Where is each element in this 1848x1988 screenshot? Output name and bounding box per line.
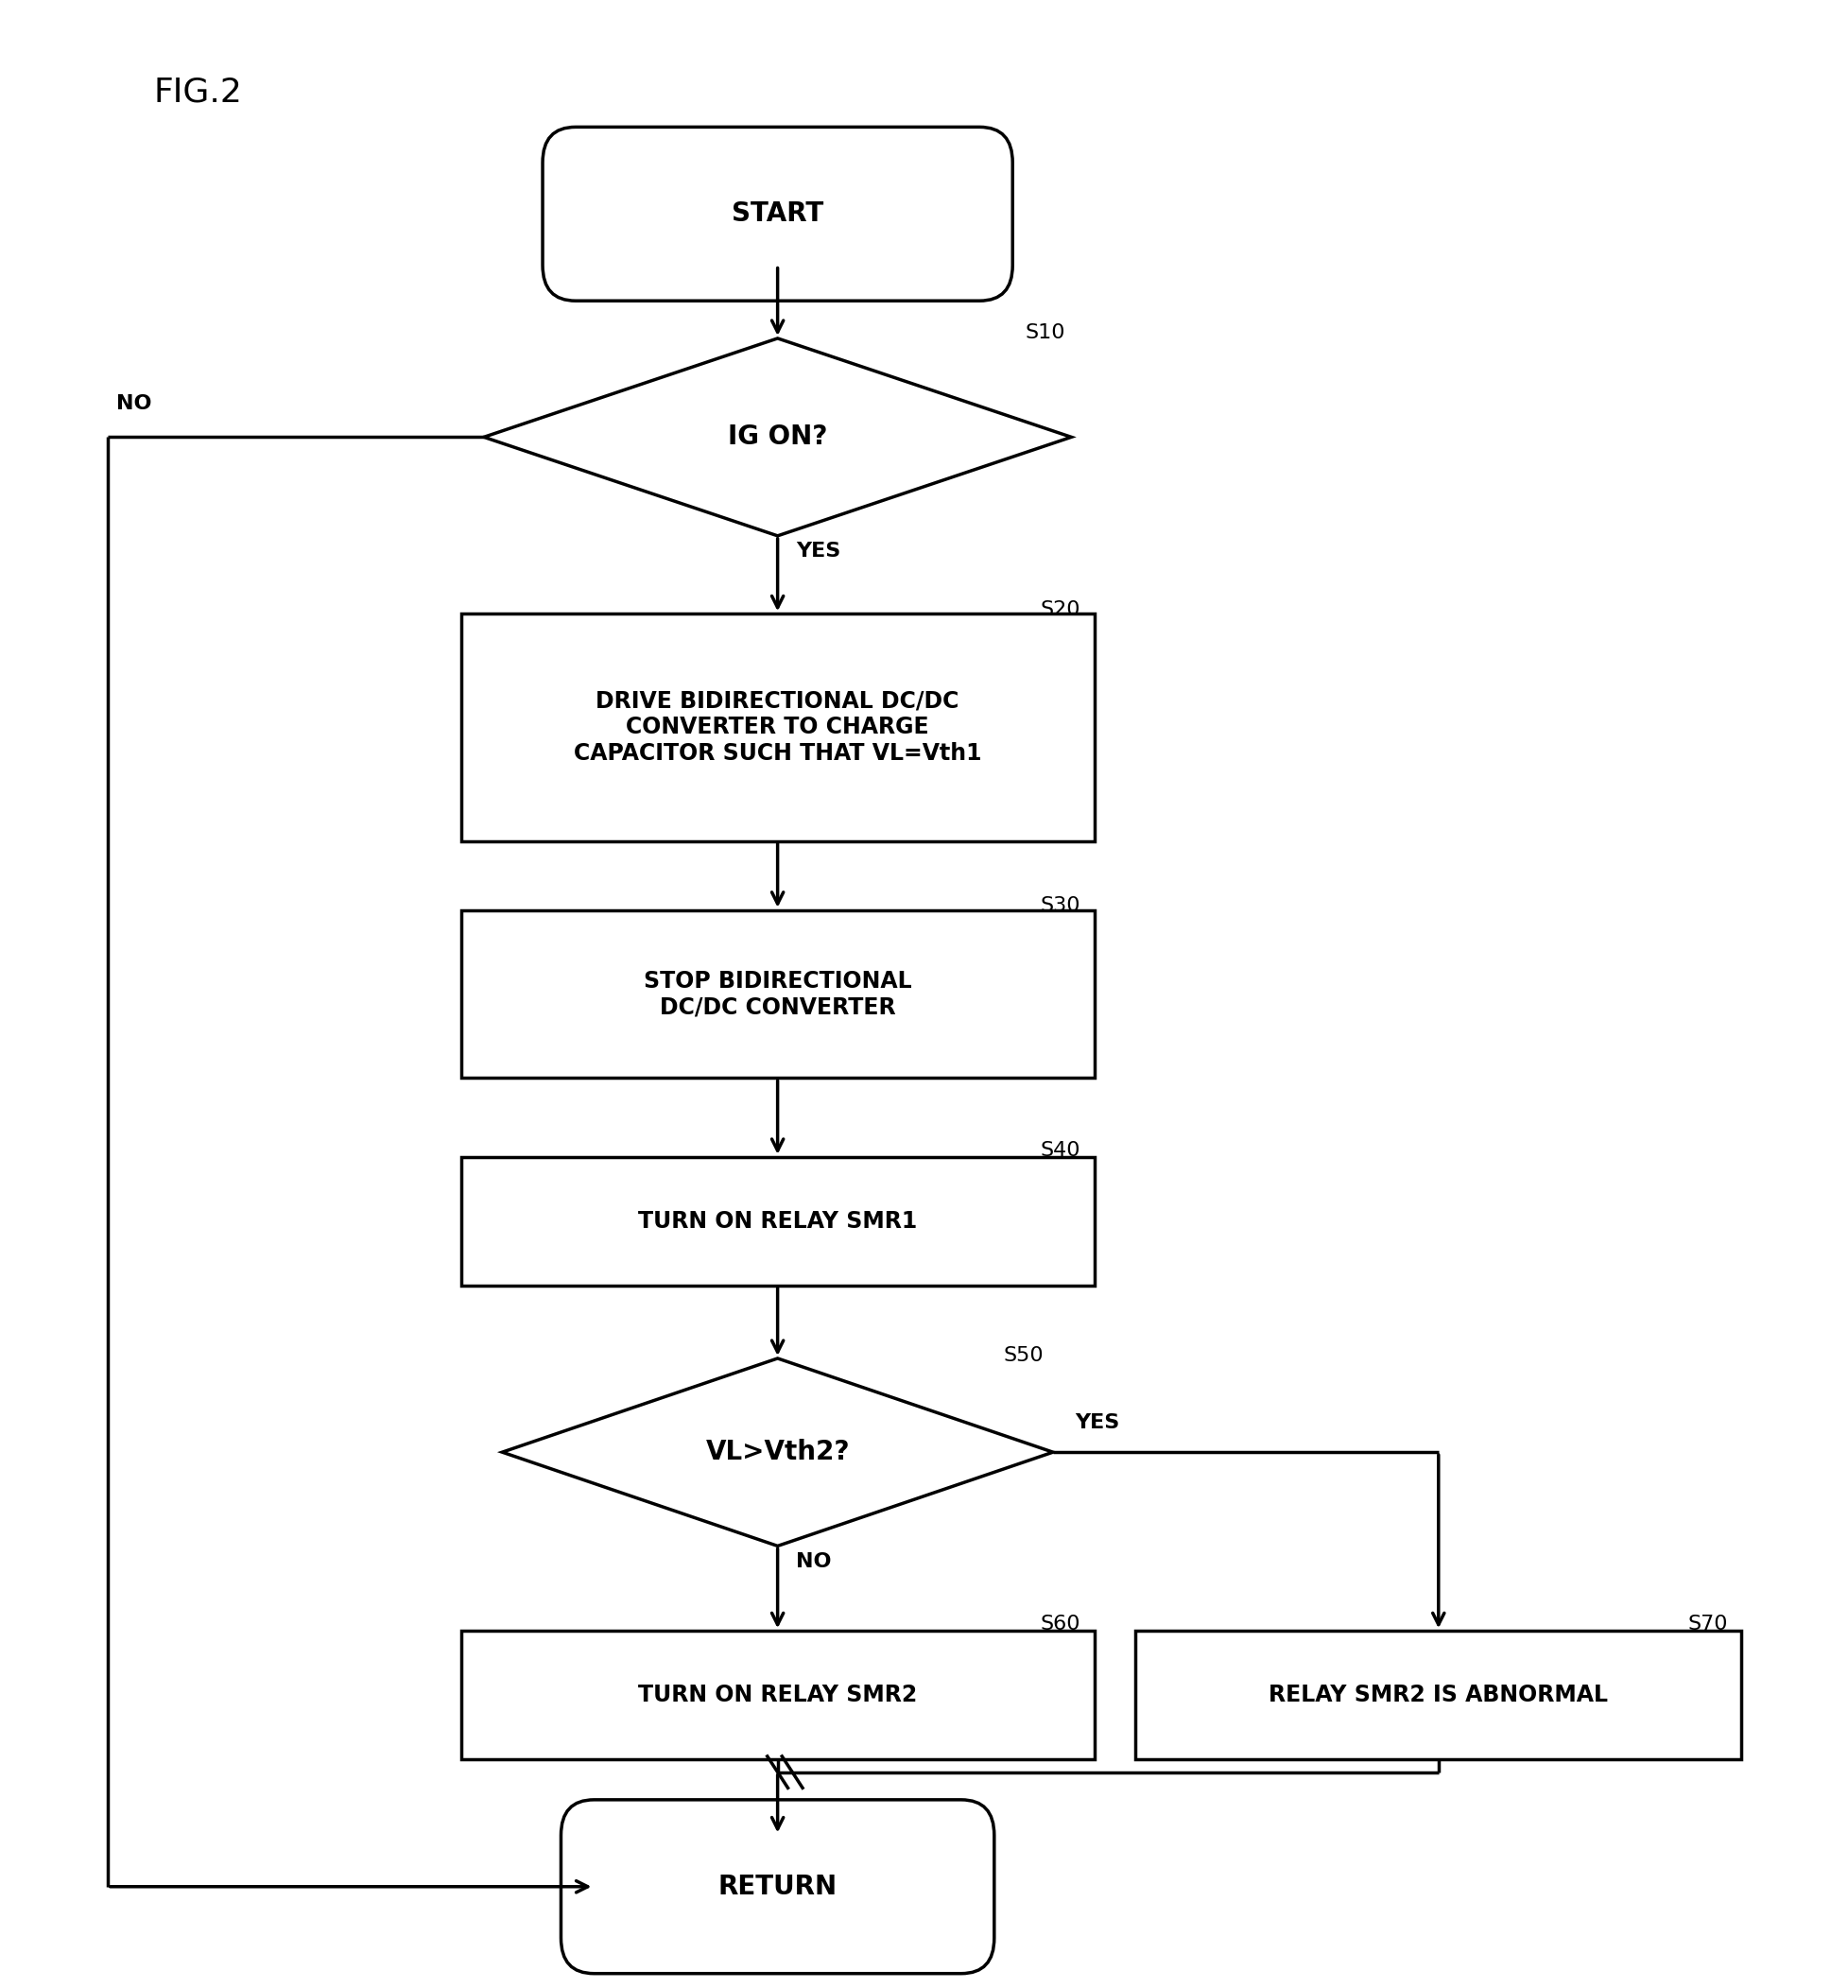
Text: START: START (732, 201, 822, 227)
Text: RELAY SMR2 IS ABNORMAL: RELAY SMR2 IS ABNORMAL (1268, 1684, 1608, 1706)
Text: S70: S70 (1687, 1614, 1728, 1634)
FancyBboxPatch shape (560, 1799, 994, 1974)
Bar (1135, 1630, 1741, 1759)
Text: NO: NO (795, 1553, 832, 1571)
Bar (460, 911, 1094, 1077)
Text: YES: YES (1074, 1413, 1120, 1433)
Text: S40: S40 (1040, 1141, 1079, 1159)
Text: S60: S60 (1040, 1614, 1079, 1634)
Text: RETURN: RETURN (717, 1873, 837, 1901)
Text: S10: S10 (1026, 324, 1064, 342)
Text: STOP BIDIRECTIONAL
DC/DC CONVERTER: STOP BIDIRECTIONAL DC/DC CONVERTER (643, 970, 911, 1018)
Text: TURN ON RELAY SMR1: TURN ON RELAY SMR1 (638, 1211, 917, 1233)
Bar (460, 1157, 1094, 1286)
Polygon shape (503, 1358, 1053, 1547)
Text: DRIVE BIDIRECTIONAL DC/DC
CONVERTER TO CHARGE
CAPACITOR SUCH THAT VL=Vth1: DRIVE BIDIRECTIONAL DC/DC CONVERTER TO C… (573, 690, 981, 765)
Bar (460, 614, 1094, 841)
Polygon shape (484, 338, 1070, 537)
Text: S50: S50 (1003, 1346, 1042, 1366)
Text: YES: YES (795, 543, 841, 561)
Text: NO: NO (116, 394, 152, 414)
Text: S20: S20 (1040, 600, 1079, 618)
Text: TURN ON RELAY SMR2: TURN ON RELAY SMR2 (638, 1684, 917, 1706)
Text: IG ON?: IG ON? (728, 423, 828, 451)
Text: VL>Vth2?: VL>Vth2? (706, 1439, 850, 1465)
Bar (460, 1630, 1094, 1759)
FancyBboxPatch shape (541, 127, 1013, 300)
Text: S30: S30 (1040, 897, 1079, 914)
Text: FIG.2: FIG.2 (153, 76, 242, 107)
